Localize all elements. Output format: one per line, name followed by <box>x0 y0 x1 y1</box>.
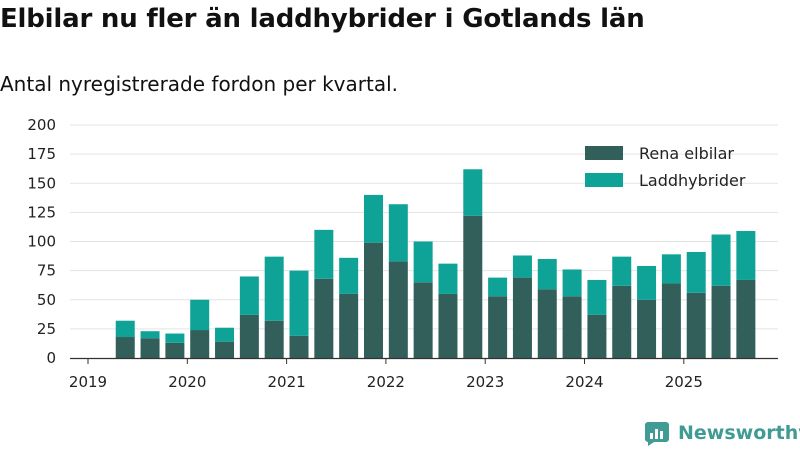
bar-laddhybrider <box>413 241 433 283</box>
bar-laddhybrider <box>637 265 657 300</box>
bar-laddhybrider <box>463 169 483 216</box>
bar-rena-elbilar <box>736 279 756 358</box>
bar-rena-elbilar <box>612 285 632 358</box>
legend-swatch <box>585 173 623 187</box>
legend-label: Rena elbilar <box>639 144 734 163</box>
bar-rena-elbilar <box>165 342 185 358</box>
x-tick-label: 2021 <box>268 373 306 391</box>
bar-laddhybrider <box>587 279 607 315</box>
bar-rena-elbilar <box>388 261 408 358</box>
brand-name: Newsworthy <box>678 422 800 444</box>
x-tick-label: 2024 <box>565 373 603 391</box>
bar-rena-elbilar <box>190 330 210 358</box>
bar-rena-elbilar <box>314 278 334 358</box>
legend: Rena elbilar Laddhybrider <box>585 144 746 190</box>
x-tick-label: 2023 <box>466 373 504 391</box>
legend-label: Laddhybrider <box>639 171 746 190</box>
bar-laddhybrider <box>438 263 458 294</box>
bar-laddhybrider <box>314 229 334 279</box>
y-tick-label: 100 <box>27 233 56 251</box>
bar-rena-elbilar <box>587 314 607 358</box>
bar-rena-elbilar <box>115 337 135 358</box>
bar-laddhybrider <box>388 204 408 262</box>
y-tick-label: 125 <box>27 203 56 221</box>
y-tick-label: 50 <box>37 291 56 309</box>
bar-laddhybrider <box>736 231 756 280</box>
bar-laddhybrider <box>612 256 632 286</box>
legend-swatch <box>585 146 623 160</box>
bar-rena-elbilar <box>711 285 731 358</box>
bar-rena-elbilar <box>140 338 160 358</box>
y-tick-label: 25 <box>37 320 56 338</box>
y-tick-label: 75 <box>37 262 56 280</box>
bar-laddhybrider <box>190 299 210 331</box>
bar-laddhybrider <box>165 333 185 343</box>
bar-rena-elbilar <box>463 215 483 358</box>
bar-laddhybrider <box>289 270 309 336</box>
bar-rena-elbilar <box>239 314 259 358</box>
newsworthy-brand: Newsworthy <box>644 420 800 446</box>
bar-laddhybrider <box>363 194 383 243</box>
bar-rena-elbilar <box>363 242 383 358</box>
y-tick-label: 175 <box>27 145 56 163</box>
bar-laddhybrider <box>239 276 259 315</box>
bar-laddhybrider <box>537 258 557 290</box>
bar-rena-elbilar <box>686 292 706 358</box>
bar-rena-elbilar <box>637 299 657 358</box>
bar-laddhybrider <box>711 234 731 286</box>
bar-laddhybrider <box>264 256 284 321</box>
y-tick-label: 150 <box>27 174 56 192</box>
bar-rena-elbilar <box>661 283 681 358</box>
newsworthy-logo-icon <box>645 422 669 446</box>
chart-subtitle: Antal nyregistrerade fordon per kvartal. <box>0 72 399 96</box>
bar-rena-elbilar <box>537 289 557 358</box>
bar-rena-elbilar <box>264 320 284 358</box>
bars <box>115 169 756 358</box>
bar-rena-elbilar <box>413 282 433 358</box>
bar-laddhybrider <box>140 331 160 339</box>
x-tick-label: 2022 <box>367 373 405 391</box>
bar-rena-elbilar <box>339 293 359 358</box>
bar-laddhybrider <box>512 255 532 278</box>
bar-rena-elbilar <box>289 335 309 358</box>
bar-laddhybrider <box>686 251 706 293</box>
x-tick-label: 2019 <box>69 373 107 391</box>
bar-laddhybrider <box>115 320 135 338</box>
bar-laddhybrider <box>215 327 235 342</box>
y-tick-label: 0 <box>46 349 56 367</box>
y-tick-label: 200 <box>27 116 56 134</box>
bar-laddhybrider <box>562 269 582 297</box>
bar-laddhybrider <box>661 254 681 284</box>
bar-rena-elbilar <box>562 296 582 358</box>
x-tick-label: 2025 <box>665 373 703 391</box>
bar-rena-elbilar <box>488 296 508 358</box>
bar-rena-elbilar <box>438 293 458 358</box>
axes: 0 25 50 75 100 125 150 175 200 2019 2020 2021 2022 20… <box>27 116 778 391</box>
bar-laddhybrider <box>339 257 359 294</box>
chart-title: Elbilar nu fler än laddhybrider i Gotlan… <box>0 4 645 34</box>
bar-rena-elbilar <box>215 341 235 358</box>
bar-laddhybrider <box>488 277 508 297</box>
bar-rena-elbilar <box>512 277 532 358</box>
x-tick-label: 2020 <box>168 373 206 391</box>
